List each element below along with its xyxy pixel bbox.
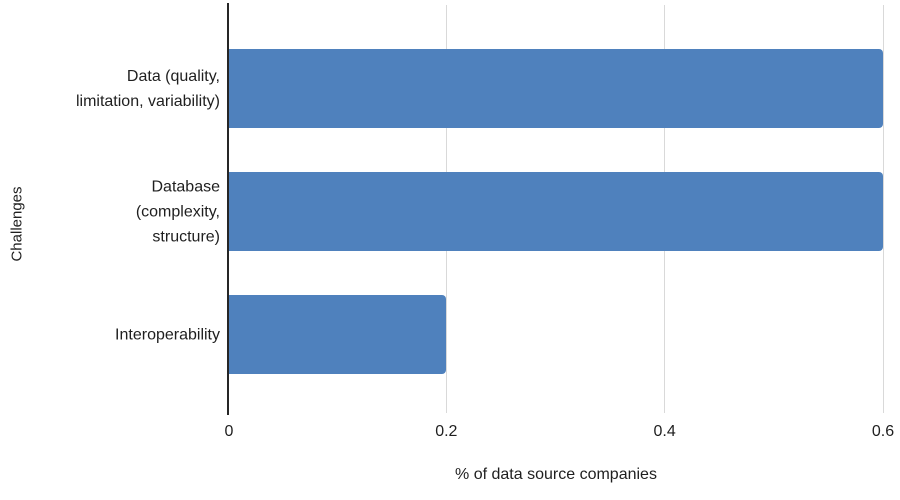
bar-1 bbox=[229, 49, 883, 128]
y-axis-line bbox=[227, 3, 229, 415]
x-tick-label-0: 0 bbox=[224, 423, 234, 440]
category-label-3: Interoperability bbox=[115, 326, 220, 343]
bar-2 bbox=[229, 172, 883, 251]
x-tick-label-0.4: 0.4 bbox=[653, 423, 676, 440]
category-label-1: Data (quality, limitation, variability) bbox=[75, 67, 220, 110]
x-tick-label-0.6: 0.6 bbox=[871, 423, 895, 440]
category-label-2: Database (complexity, structure) bbox=[135, 178, 220, 245]
gridline bbox=[882, 5, 884, 413]
x-axis-title: % of data source companies bbox=[455, 466, 657, 483]
x-tick-label-0.2: 0.2 bbox=[435, 423, 458, 440]
bar-3 bbox=[229, 295, 447, 374]
